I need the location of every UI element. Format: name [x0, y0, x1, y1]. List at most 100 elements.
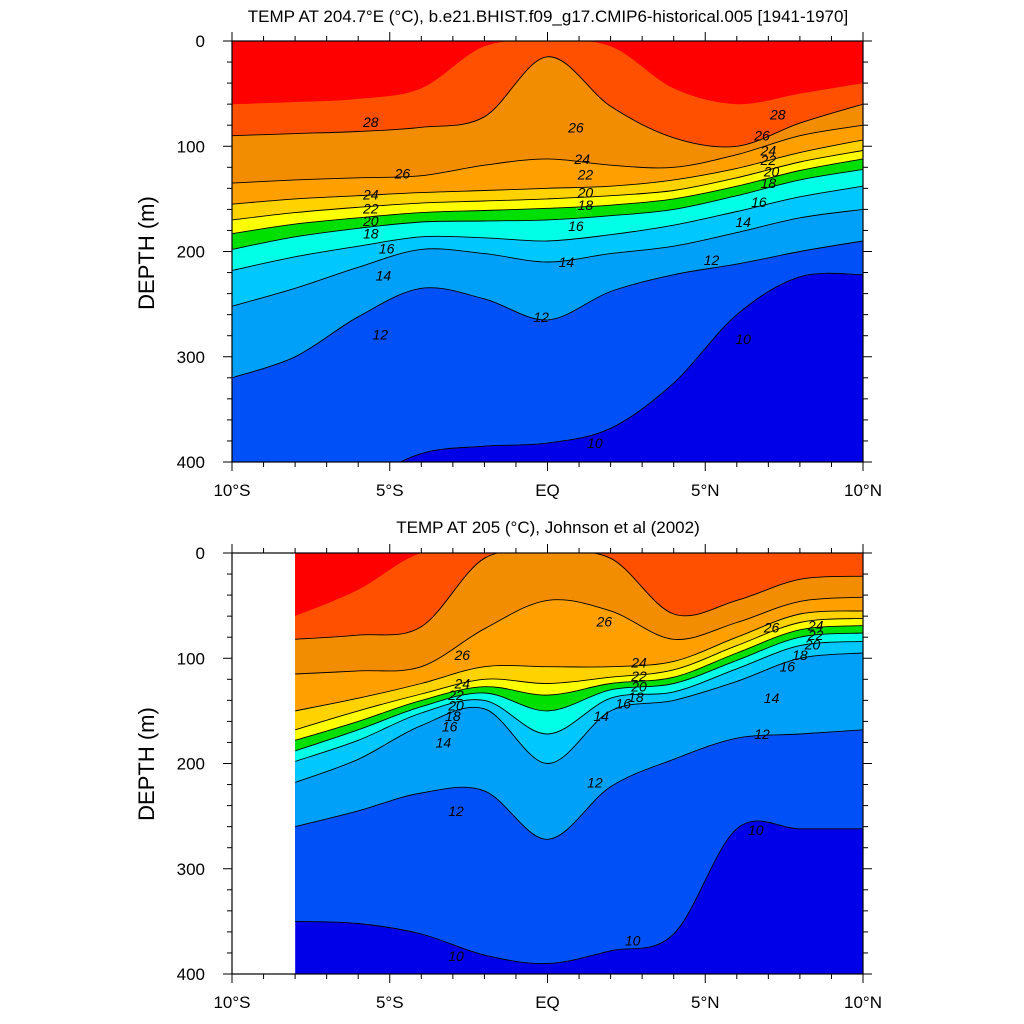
x-tick-label: EQ	[535, 481, 560, 500]
contour-label: 24	[573, 151, 590, 167]
contour-label: 24	[760, 142, 777, 158]
contour-label: 18	[761, 175, 777, 191]
band-fill-29	[295, 553, 863, 617]
contour-label: 12	[754, 726, 770, 742]
contour-label: 20	[763, 164, 780, 180]
x-tick-label: 5°N	[691, 481, 720, 500]
contour-label: 14	[593, 708, 609, 724]
contour-label: 10	[625, 932, 641, 948]
contour-label: 18	[578, 197, 594, 213]
y-tick-label: 200	[177, 243, 205, 262]
contour-label: 18	[792, 647, 808, 663]
contour-label: 28	[769, 107, 786, 123]
contour-label: 24	[454, 676, 471, 692]
isotherm-20	[232, 158, 863, 235]
contour-label: 26	[596, 613, 613, 629]
contour-label: 22	[760, 152, 777, 168]
isotherm-14	[232, 208, 863, 307]
contour-label: 14	[376, 268, 392, 284]
contour-label: 10	[735, 331, 751, 347]
contour-label: 16	[779, 659, 795, 675]
contour-label: 12	[372, 327, 388, 343]
y-tick-label: 400	[177, 965, 205, 984]
contour-label: 14	[735, 214, 751, 230]
contour-label: 12	[704, 252, 720, 268]
contour-label: 22	[807, 627, 824, 643]
isotherm-22	[232, 150, 863, 221]
x-tick-label: 10°N	[844, 481, 882, 500]
contour-label: 20	[577, 185, 594, 201]
isotherm-28	[232, 56, 863, 148]
y-tick-label: 100	[177, 137, 205, 156]
contour-label: 14	[764, 690, 780, 706]
contour-plot-area: 2826242220181614122624222018161412102826…	[232, 41, 863, 462]
isotherm-24	[232, 139, 863, 205]
contour-label: 16	[615, 696, 631, 712]
y-tick-label: 0	[196, 544, 205, 563]
model-temperature-panel: TEMP AT 204.7°E (°C), b.e21.BHIST.f09_g1…	[134, 7, 882, 500]
isotherm-16	[295, 640, 864, 762]
x-tick-label: 5°S	[376, 481, 404, 500]
x-tick-label: EQ	[535, 993, 560, 1012]
y-tick-label: 300	[177, 860, 205, 879]
isotherm-16	[232, 185, 863, 271]
contour-label: 14	[559, 254, 575, 270]
isotherm-28	[295, 553, 864, 640]
y-axis-label: DEPTH (m)	[134, 707, 159, 821]
contour-label: 14	[436, 734, 452, 750]
contour-label: 20	[630, 679, 647, 695]
isotherm-18	[232, 168, 863, 250]
contour-label: 20	[362, 213, 379, 229]
isotherm-26	[232, 124, 863, 184]
y-tick-label: 0	[196, 32, 205, 51]
x-tick-label: 10°S	[213, 993, 250, 1012]
y-tick-label: 400	[177, 453, 205, 472]
contour-label: 10	[587, 435, 603, 451]
panel-title: TEMP AT 204.7°E (°C), b.e21.BHIST.f09_g1…	[248, 7, 848, 26]
isotherm-18	[295, 632, 864, 752]
x-tick-label: 5°S	[376, 993, 404, 1012]
contour-label: 24	[362, 187, 379, 203]
contour-label: 18	[445, 708, 461, 724]
contour-label: 20	[804, 637, 821, 653]
contour-label: 10	[748, 822, 764, 838]
isotherm-22	[295, 617, 864, 731]
x-tick-label: 10°N	[844, 993, 882, 1012]
contour-label: 22	[577, 167, 594, 183]
contour-label: 18	[363, 226, 379, 242]
contour-label: 26	[567, 119, 584, 135]
isotherm-20	[295, 625, 864, 741]
contour-label: 26	[753, 128, 770, 144]
y-axis-label: DEPTH (m)	[134, 196, 159, 310]
isotherm-14	[295, 652, 864, 783]
contour-label: 16	[568, 218, 584, 234]
contour-label: 24	[630, 654, 647, 670]
contour-label: 22	[630, 668, 647, 684]
contour-label: 20	[447, 698, 464, 714]
isotherm-12	[232, 240, 863, 379]
contour-label: 26	[394, 166, 411, 182]
contour-label: 12	[587, 774, 603, 790]
observed-temperature-panel: TEMP AT 205 (°C), Johnson et al (2002) D…	[134, 518, 882, 1012]
band-fill-28	[295, 553, 864, 640]
contour-label: 22	[447, 687, 464, 703]
y-tick-label: 200	[177, 755, 205, 774]
x-tick-label: 10°S	[213, 481, 250, 500]
y-tick-label: 300	[177, 348, 205, 367]
contour-label: 12	[533, 309, 549, 325]
contour-label: 12	[448, 803, 464, 819]
isotherm-24	[295, 610, 864, 712]
contour-label: 28	[362, 114, 379, 130]
contour-label: 22	[362, 200, 379, 216]
isotherm-10	[295, 820, 863, 965]
contour-label: 26	[454, 647, 471, 663]
panel-title: TEMP AT 205 (°C), Johnson et al (2002)	[396, 518, 700, 537]
contour-label: 18	[628, 689, 644, 705]
contour-label: 10	[448, 948, 464, 964]
contour-label: 16	[442, 719, 458, 735]
isotherm-10	[399, 272, 863, 462]
contour-label: 26	[763, 620, 780, 636]
isotherm-26	[295, 596, 864, 675]
